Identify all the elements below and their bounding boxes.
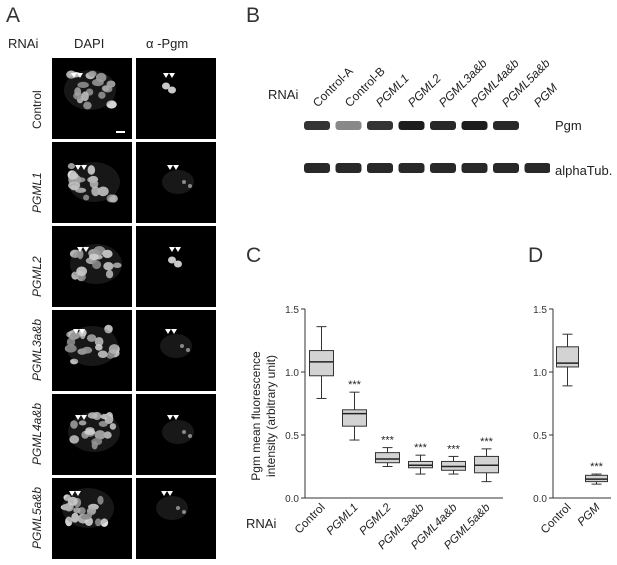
tubulin-band-7 xyxy=(524,163,550,173)
panel-c-letter: C xyxy=(246,244,262,267)
x-tick-label-0: Control xyxy=(293,502,328,537)
box-0 xyxy=(556,346,579,368)
pgm-band-3 xyxy=(398,121,425,130)
pgm-image-0 xyxy=(136,58,216,139)
y-tick-label-2: 1.0 xyxy=(533,368,547,379)
panel-d-letter: D xyxy=(528,244,544,267)
box-1 xyxy=(342,409,367,427)
panel-b-rnai-label: RNAi xyxy=(268,87,299,102)
pgm-band-6 xyxy=(493,121,519,130)
sig-label-4: *** xyxy=(447,443,461,455)
y-tick-label-0: 0.0 xyxy=(533,494,547,505)
pgm-header: α -Pgm xyxy=(146,36,189,51)
pgm-image-1 xyxy=(136,142,216,223)
pgm-image-5 xyxy=(136,478,216,559)
sig-label-1: *** xyxy=(590,461,604,473)
tubulin-band-6 xyxy=(493,163,519,173)
sig-label-3: *** xyxy=(414,442,428,454)
dapi-image-4 xyxy=(52,394,132,475)
panel-a-letter: A xyxy=(6,4,21,27)
dapi-image-0 xyxy=(52,58,132,139)
y-tick-label-1: 0.5 xyxy=(285,431,299,442)
dapi-image-5 xyxy=(52,478,132,559)
y-tick-label-2: 1.0 xyxy=(285,368,299,379)
tubulin-band-2 xyxy=(367,163,393,173)
tubulin-band-label: alphaTub. xyxy=(555,163,613,178)
box-0 xyxy=(309,350,334,377)
pgm-band-5 xyxy=(461,121,488,130)
pgm-band-1 xyxy=(335,121,362,130)
chart-d: 0.0 0.5 1.0 1.5 Control *** PGM xyxy=(533,305,611,536)
x-tick-label-1: PGML1 xyxy=(325,502,361,538)
panel-c-rnai-label: RNAi xyxy=(246,516,277,531)
x-tick-label-0: Control xyxy=(539,502,574,537)
dapi-image-2 xyxy=(52,226,132,307)
tubulin-band-row xyxy=(304,163,550,173)
pgm-band-4 xyxy=(430,121,456,130)
pgm-image-4 xyxy=(136,394,216,475)
dapi-header: DAPI xyxy=(74,36,105,51)
pgm-band-0 xyxy=(304,121,330,130)
panel-a-rnai-label: RNAi xyxy=(8,36,39,51)
dapi-image-1 xyxy=(52,142,132,223)
box-2 xyxy=(375,452,400,464)
y-tick-label-0: 0.0 xyxy=(285,494,299,505)
ylabel-line1: Pgm mean fluorescence xyxy=(249,351,263,481)
y-tick-label-3: 1.5 xyxy=(285,305,299,316)
pgm-image-2 xyxy=(136,226,216,307)
ylabel-line2: intensity (arbitrary unit) xyxy=(264,355,278,477)
dapi-image-3 xyxy=(52,310,132,391)
pgm-band-row xyxy=(304,121,519,130)
chart-c: 0.00.51.01.5Control***PGML1***PGML2***PG… xyxy=(285,305,503,552)
tubulin-band-3 xyxy=(398,163,425,173)
y-tick-label-3: 1.5 xyxy=(533,305,547,316)
tubulin-band-4 xyxy=(430,163,456,173)
panel-b-letter: B xyxy=(246,4,261,27)
western-blot xyxy=(304,121,550,173)
x-tick-label-1: PGM xyxy=(576,501,603,528)
pgm-band-label: Pgm xyxy=(555,118,582,133)
pgm-band-2 xyxy=(367,121,393,130)
tubulin-band-0 xyxy=(304,163,330,173)
sig-label-5: *** xyxy=(480,436,494,448)
tubulin-band-1 xyxy=(335,163,362,173)
sig-label-2: *** xyxy=(381,435,395,447)
sig-label-1: *** xyxy=(348,379,362,391)
tubulin-band-5 xyxy=(461,163,488,173)
y-tick-label-1: 0.5 xyxy=(533,431,547,442)
pgm-image-3 xyxy=(136,310,216,391)
